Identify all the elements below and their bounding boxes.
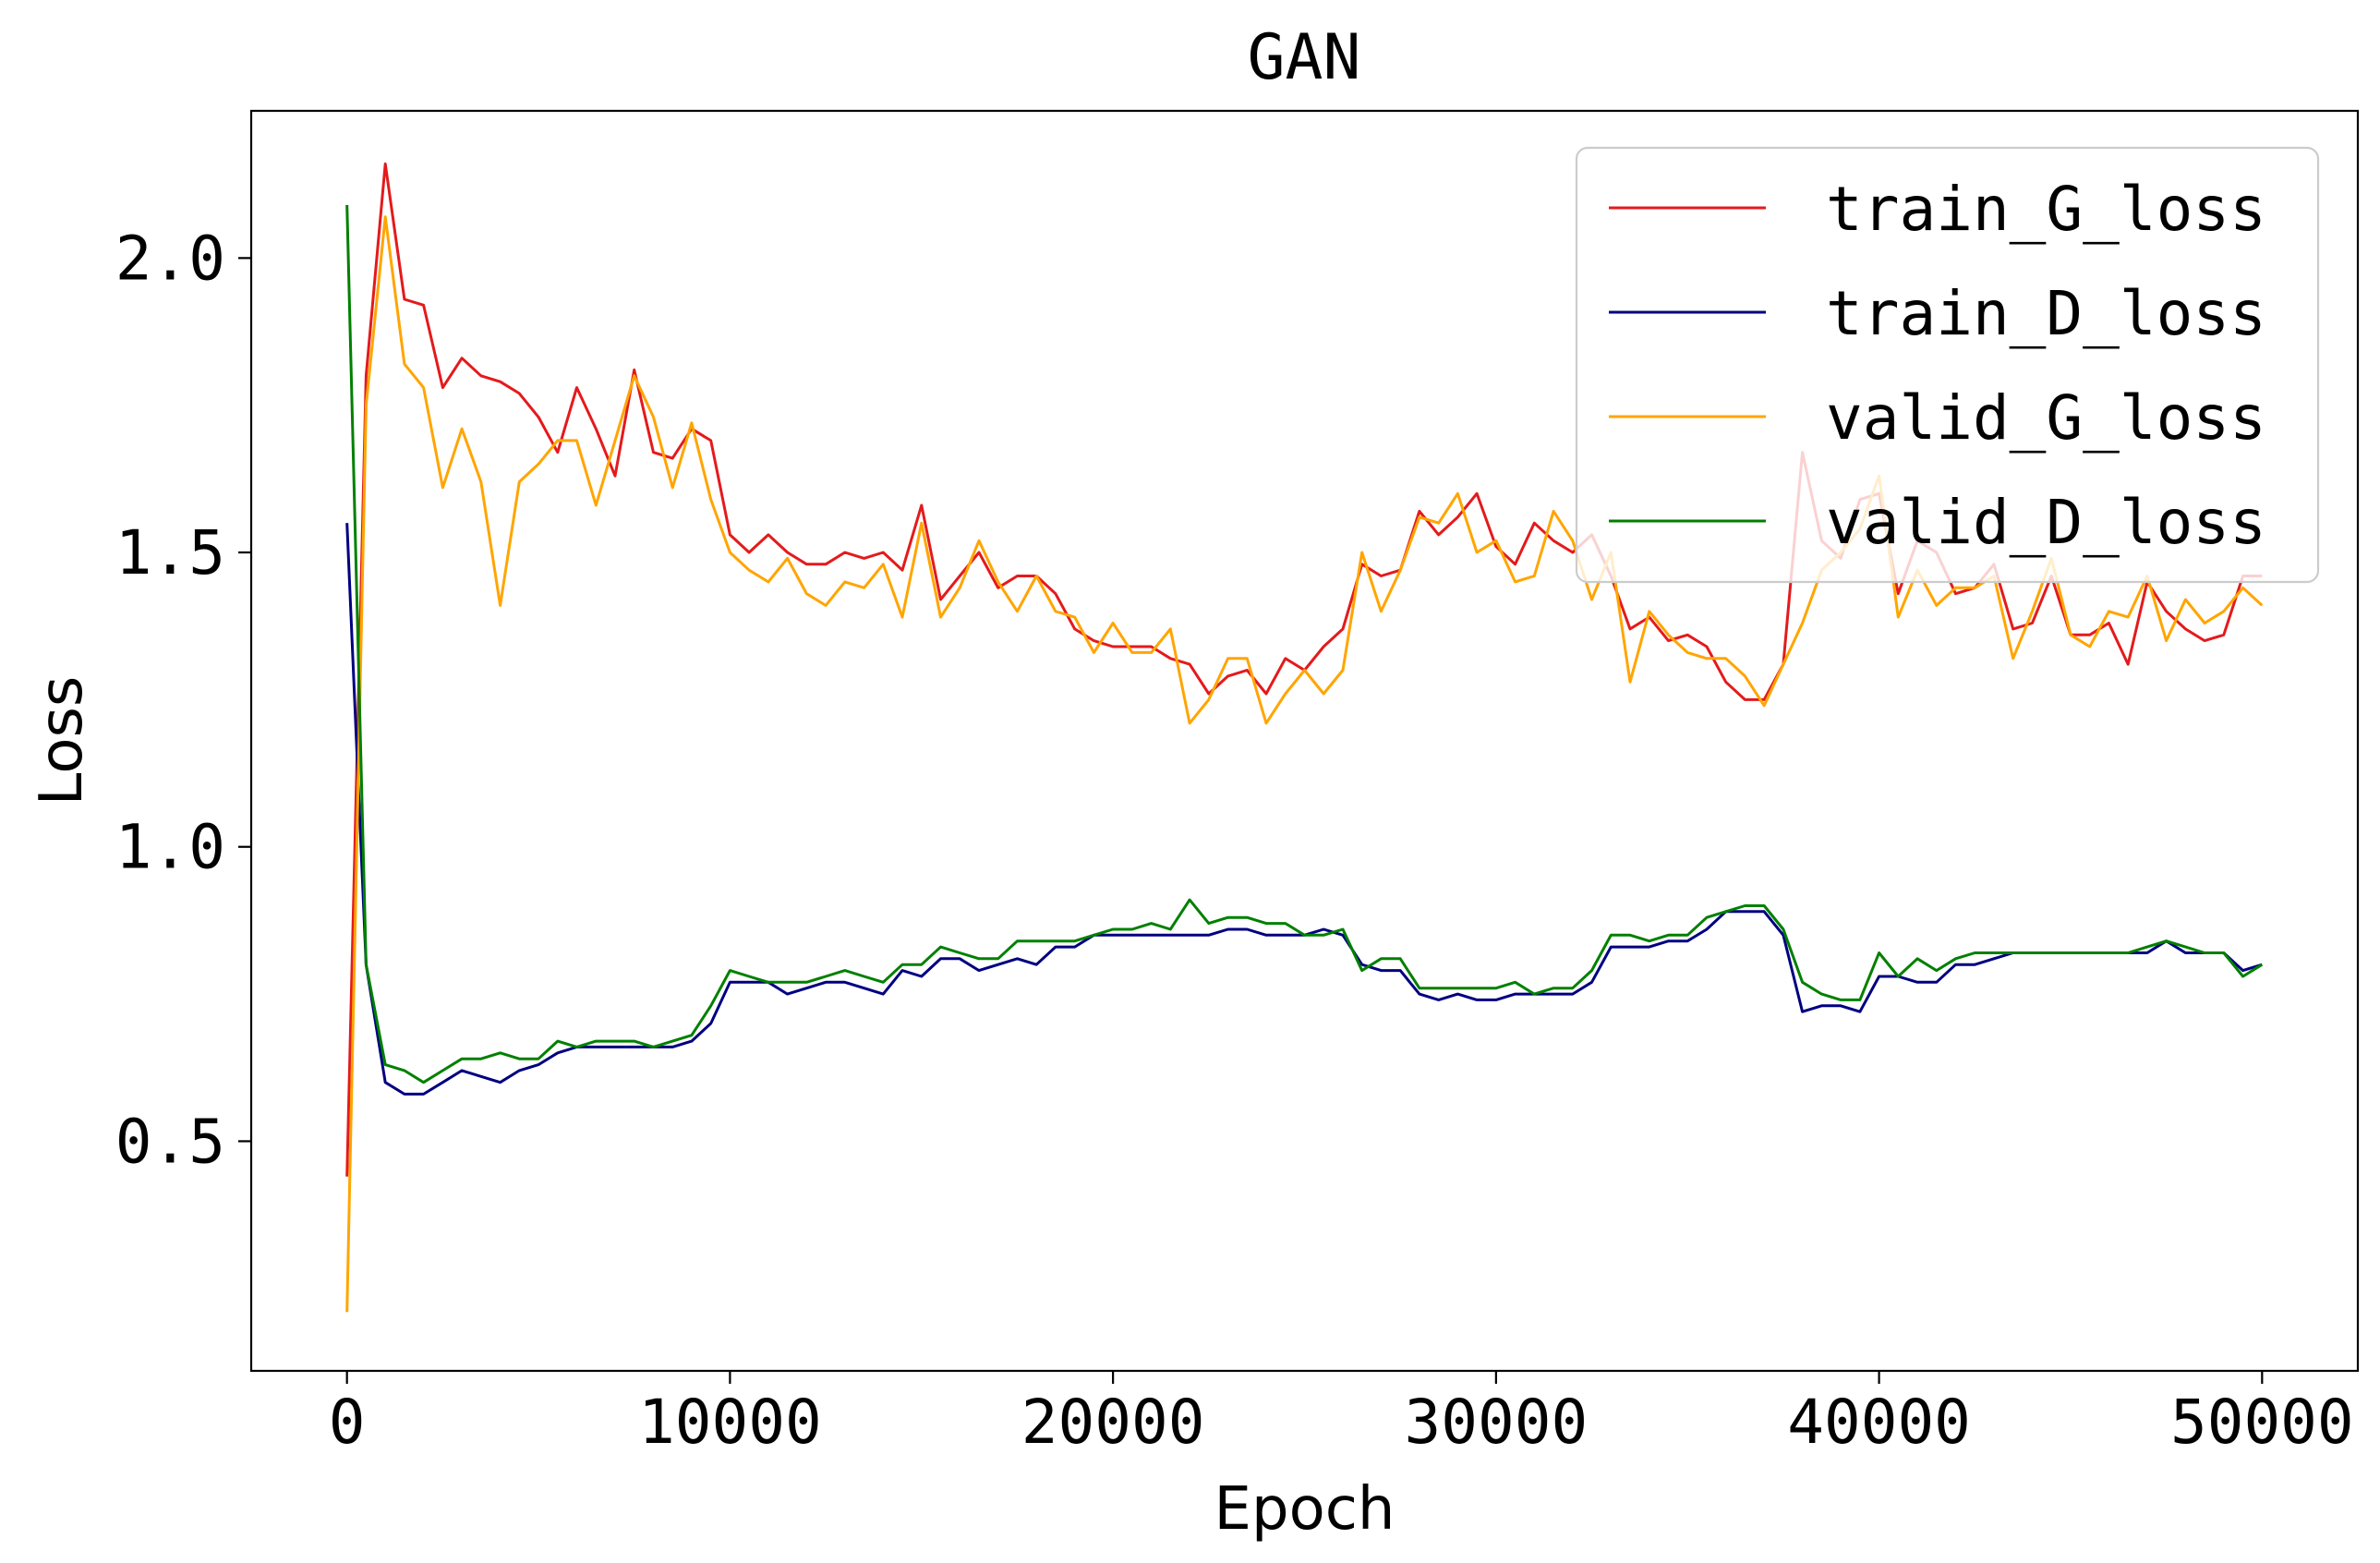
series-line-valid-D-loss — [345, 204, 2264, 1084]
x-axis-label: Epoch — [1214, 1475, 1395, 1544]
legend: train_G_loss train_D_loss valid_G_lossvali… — [1575, 146, 2320, 584]
legend-entry-label: train_G_loss — [1826, 174, 2266, 245]
x-tick-label: 40000 — [1787, 1387, 1971, 1458]
y-axis-label: Loss — [28, 676, 96, 806]
y-tick-label: 1.0 — [115, 812, 225, 883]
y-tick-label: 1.5 — [115, 517, 225, 588]
x-tick-label: 20000 — [1021, 1387, 1205, 1458]
series-line-valid-G-loss — [345, 215, 2264, 1313]
y-tick-label: 2.0 — [115, 223, 225, 294]
y-tick-label: 0.5 — [115, 1106, 225, 1177]
legend-entry-label: train_D_loss — [1826, 278, 2266, 349]
x-tick-label: 10000 — [638, 1387, 822, 1458]
axes-frame — [249, 109, 2360, 1373]
x-tick-label: 30000 — [1405, 1387, 1589, 1458]
x-axis: 0 10000 20000 30000 40000 50000 — [329, 1371, 2354, 1458]
x-tick-label: 50000 — [2170, 1387, 2354, 1458]
chart-title: GAN — [1248, 21, 1361, 94]
y-axis: 0.5 1.0 1.5 2.0 — [115, 223, 251, 1177]
x-tick-label: 0 — [329, 1387, 366, 1458]
legend-entry-label: valid_G_loss — [1826, 382, 2266, 454]
legend-entry-label: valid_D_loss — [1826, 487, 2266, 558]
legend-box — [1575, 146, 2320, 584]
